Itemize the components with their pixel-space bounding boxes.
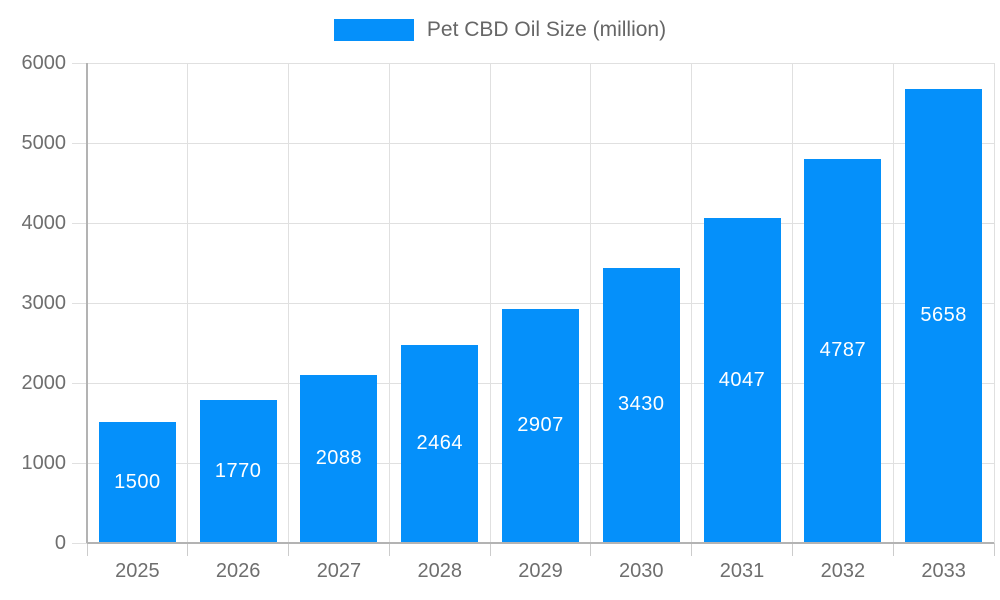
- x-axis-tick: [388, 543, 390, 556]
- y-axis-line: [86, 63, 88, 543]
- bar[interactable]: 3430: [602, 267, 680, 542]
- x-axis-tick: [288, 543, 290, 556]
- bar-value-label: 3430: [618, 393, 665, 416]
- bar[interactable]: 5658: [905, 89, 983, 542]
- bar[interactable]: 2088: [300, 374, 378, 542]
- x-gridline: [288, 63, 290, 543]
- x-axis-tick-label: 2032: [820, 560, 866, 582]
- x-axis-tick: [993, 543, 995, 556]
- y-axis-tick-label: 3000: [21, 292, 67, 314]
- y-gridline: [72, 222, 994, 224]
- bar-value-label: 4787: [819, 339, 867, 361]
- x-axis-line: [87, 542, 994, 544]
- legend-swatch[interactable]: [333, 19, 414, 41]
- x-gridline: [187, 63, 189, 543]
- x-gridline: [892, 63, 894, 543]
- bar-value-label: 1770: [214, 459, 262, 482]
- y-axis-tick-label: 6000: [21, 52, 67, 74]
- y-gridline: [72, 302, 994, 304]
- bar-value-label: 2464: [416, 431, 463, 454]
- bar-value-label: 2907: [517, 414, 564, 437]
- x-axis-tick: [86, 543, 88, 556]
- legend[interactable]: Pet CBD Oil Size (million): [0, 17, 1000, 43]
- x-axis-tick-label: 2026: [215, 560, 261, 582]
- bar[interactable]: 2907: [502, 309, 579, 542]
- y-axis-tick-label: 5000: [21, 132, 67, 154]
- x-gridline: [388, 63, 390, 543]
- y-axis-tick-label: 1000: [21, 452, 67, 474]
- legend-label: Pet CBD Oil Size (million): [426, 18, 667, 41]
- x-axis-tick-label: 2033: [921, 560, 966, 582]
- x-gridline: [993, 63, 995, 543]
- bar-value-label: 1500: [114, 470, 161, 493]
- bar-value-label: 5658: [920, 304, 967, 327]
- bar-value-label: 2088: [315, 446, 363, 469]
- y-axis-tick-label: 2000: [21, 372, 67, 394]
- x-gridline: [791, 63, 793, 543]
- x-axis-tick: [791, 543, 793, 556]
- x-axis-tick: [590, 543, 592, 556]
- x-axis-tick: [691, 543, 693, 556]
- x-axis-tick-label: 2029: [518, 560, 563, 582]
- x-axis-tick-label: 2031: [719, 560, 765, 582]
- x-axis-tick: [892, 543, 894, 556]
- x-axis-tick-label: 2028: [417, 560, 462, 582]
- y-gridline: [72, 142, 994, 144]
- y-axis-tick-label: 4000: [21, 212, 67, 234]
- x-gridline: [489, 63, 491, 543]
- y-gridline: [72, 62, 994, 64]
- x-axis-tick: [489, 543, 491, 556]
- x-gridline: [691, 63, 693, 543]
- y-axis-tick-label: 0: [54, 532, 66, 554]
- bar[interactable]: 1500: [98, 422, 176, 542]
- x-gridline: [590, 63, 592, 543]
- bar[interactable]: 4047: [703, 218, 781, 542]
- bar[interactable]: 1770: [199, 400, 277, 542]
- bar[interactable]: 4787: [804, 159, 882, 542]
- bar[interactable]: 2464: [401, 344, 479, 542]
- x-axis-tick: [187, 543, 189, 556]
- x-axis-tick-label: 2025: [115, 560, 160, 582]
- bar-value-label: 4047: [718, 368, 766, 391]
- x-axis-tick-label: 2027: [316, 560, 362, 582]
- x-axis-tick-label: 2030: [619, 560, 664, 582]
